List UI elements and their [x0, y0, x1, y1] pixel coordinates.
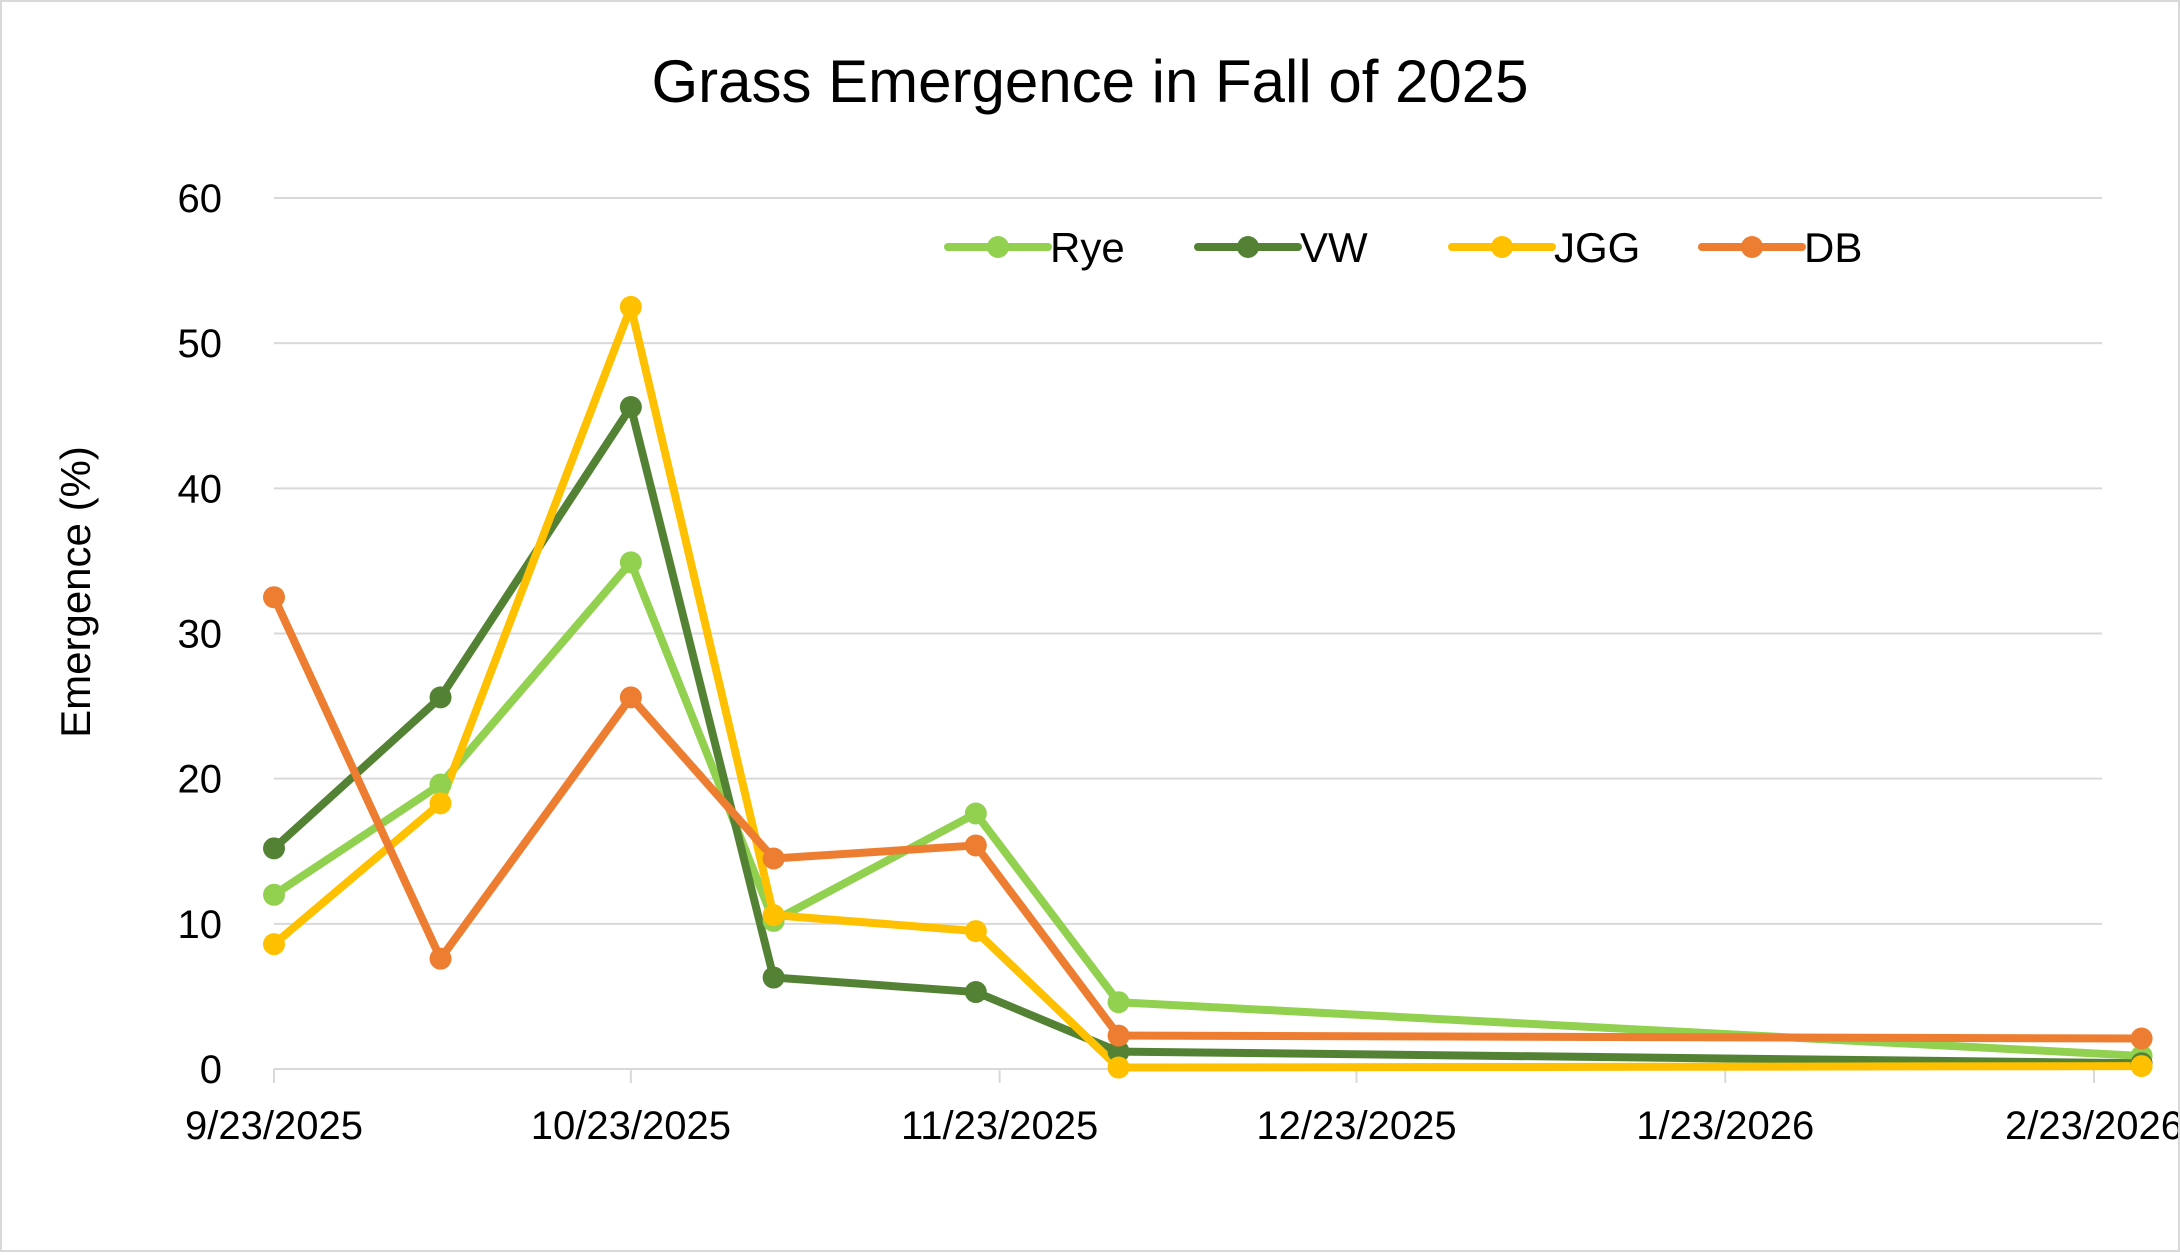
legend: Rye VW JGG DB [944, 224, 1862, 271]
legend-label: DB [1804, 224, 1862, 271]
x-tick-label: 1/23/2026 [1636, 1104, 1814, 1148]
data-point-db [263, 586, 285, 609]
data-point-rye [619, 551, 642, 574]
data-point-jgg [263, 933, 285, 956]
data-point-jgg [619, 295, 642, 318]
data-point-jgg [2130, 1055, 2153, 1078]
x-tick-label: 11/23/2025 [901, 1104, 1098, 1148]
data-point-vw [762, 966, 785, 989]
data-point-jgg [1107, 1056, 1130, 1079]
y-tick-label: 60 [178, 177, 223, 221]
data-point-vw [619, 396, 642, 419]
data-point-db [1107, 1024, 1130, 1047]
x-tick-label: 10/23/2025 [531, 1104, 731, 1148]
y-axis-label: Emergence (%) [52, 446, 99, 738]
y-tick-label: 10 [178, 903, 223, 947]
axes: 0 10 20 30 40 50 60 9/23/2025 10/23/2025 11/23/20… [178, 177, 2180, 1148]
data-point-rye [1107, 991, 1130, 1014]
y-tick-label: 30 [178, 613, 223, 657]
legend-label: Rye [1050, 224, 1125, 271]
data-point-rye [964, 802, 987, 825]
y-tick-label: 50 [178, 322, 223, 366]
data-point-db [964, 834, 987, 857]
legend-swatch-marker [1237, 236, 1259, 258]
legend-swatch-marker [1491, 236, 1513, 258]
data-point-vw [964, 981, 987, 1004]
data-point-db [429, 947, 452, 970]
data-point-vw [429, 686, 452, 709]
y-tick-label: 40 [178, 467, 223, 511]
y-tick-label: 0 [200, 1048, 222, 1092]
data-point-db [762, 847, 785, 870]
x-tick-label: 12/23/2025 [1256, 1104, 1456, 1148]
x-tick-label: 2/23/2026 [2005, 1104, 2178, 1148]
data-point-vw [1107, 1040, 1130, 1063]
legend-label: VW [1300, 224, 1368, 271]
data-point-jgg [964, 920, 987, 943]
data-point-db [2130, 1027, 2153, 1050]
series-line-db [270, 593, 2146, 1043]
series-lines [263, 295, 2153, 1079]
data-point-rye [263, 883, 285, 906]
chart-title: Grass Emergence in Fall of 2025 [651, 48, 1528, 115]
y-tick-label: 20 [178, 758, 223, 802]
data-point-jgg [429, 792, 452, 815]
series-line-jgg [270, 302, 2146, 1072]
legend-swatch-marker [987, 236, 1009, 258]
data-point-jgg [762, 904, 785, 927]
data-point-vw [263, 837, 285, 860]
legend-swatch-marker [1741, 236, 1763, 258]
legend-label: JGG [1554, 224, 1640, 271]
data-point-db [619, 686, 642, 709]
x-tick-label: 9/23/2025 [185, 1104, 363, 1148]
data-point-rye [429, 773, 452, 796]
